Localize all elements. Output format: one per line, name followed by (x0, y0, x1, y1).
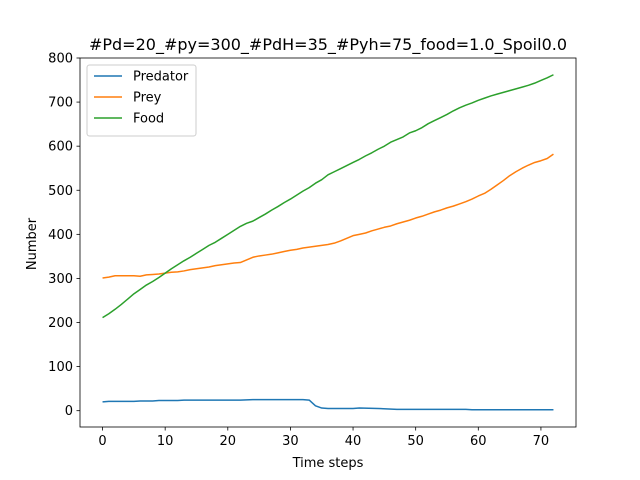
series-line-food (102, 74, 554, 319)
x-tick-label: 10 (157, 434, 174, 449)
y-tick-label: 100 (48, 360, 73, 375)
y-tick-label: 500 (48, 184, 73, 199)
y-tick-label: 400 (48, 228, 73, 243)
y-tick-label: 200 (48, 316, 73, 331)
legend-label-prey: Prey (133, 91, 162, 106)
series-line-prey (102, 153, 554, 279)
legend-label-food: Food (133, 112, 164, 127)
y-tick-label: 800 (48, 52, 73, 67)
x-tick-label: 0 (98, 434, 106, 449)
y-tick-label: 600 (48, 140, 73, 155)
legend: Predator Prey Food (86, 64, 197, 137)
x-tick-label: 20 (220, 434, 237, 449)
y-tick-label: 700 (48, 96, 73, 111)
legend-label-predator: Predator (133, 70, 189, 85)
x-tick-label: 30 (282, 434, 299, 449)
axes-frame (79, 57, 577, 428)
x-axis-title: Time steps (292, 456, 364, 471)
y-tick-label: 0 (65, 404, 73, 419)
x-tick-label: 50 (407, 434, 424, 449)
y-axis-title: Number (25, 217, 40, 270)
x-tick-label: 40 (345, 434, 362, 449)
x-tick-label: 70 (533, 434, 550, 449)
y-tick-label: 300 (48, 272, 73, 287)
series-line-predator (102, 398, 554, 411)
x-tick-label: 60 (470, 434, 487, 449)
chart-title: #Pd=20_#py=300_#PdH=35_#Pyh=75_food=1.0_… (89, 35, 567, 55)
